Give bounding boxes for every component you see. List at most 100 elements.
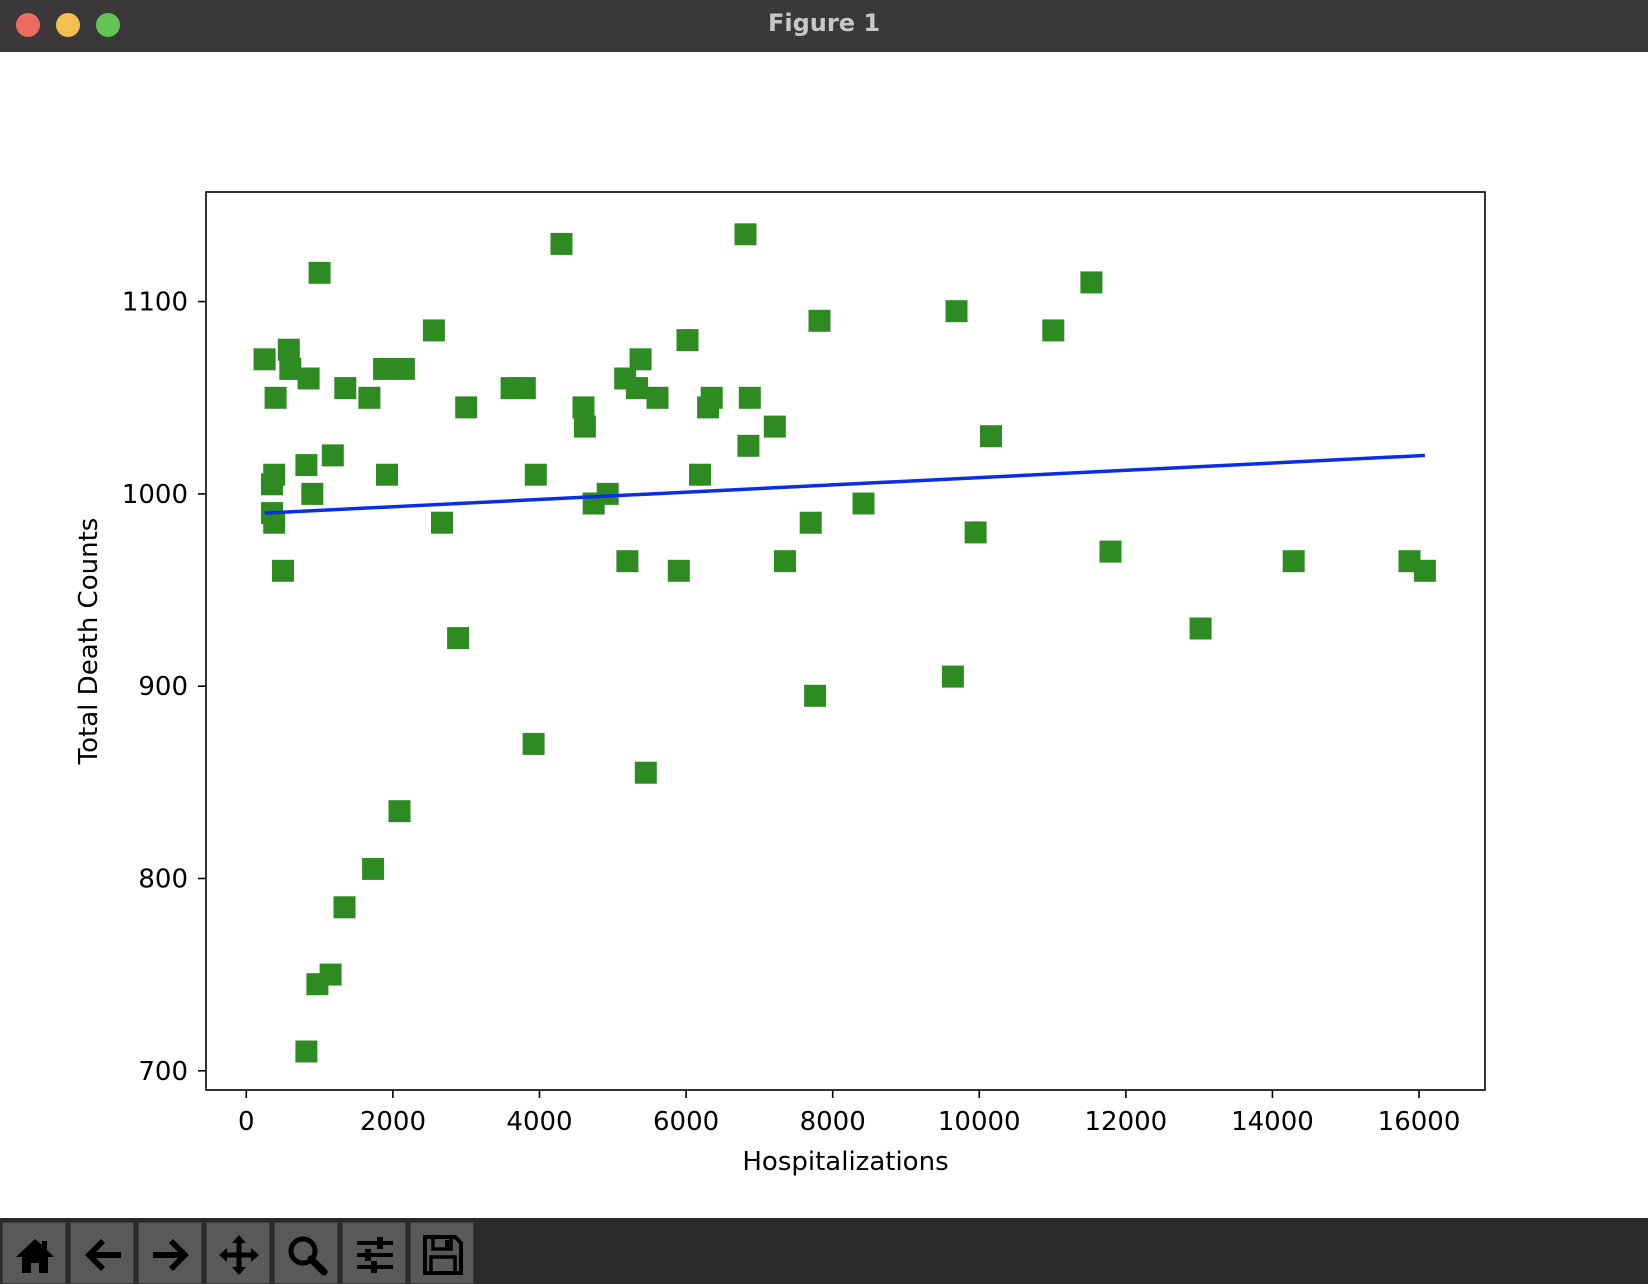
data-point — [629, 348, 652, 371]
data-point — [700, 386, 723, 409]
window-title: Figure 1 — [767, 9, 881, 37]
data-point — [455, 396, 478, 419]
data-point — [774, 550, 796, 573]
back-button[interactable] — [70, 1222, 134, 1284]
data-point — [626, 377, 648, 400]
home-icon — [16, 1239, 54, 1273]
data-point — [1189, 617, 1212, 640]
data-point — [513, 377, 536, 400]
scatter-chart: 0 2000 4000 6000 8000 10000 12000 14000 16000 700… — [74, 191, 1486, 1177]
back-arrow-icon — [85, 1239, 121, 1271]
navigation-toolbar — [0, 1218, 1648, 1284]
data-point — [964, 521, 987, 544]
data-point — [295, 1040, 318, 1063]
data-point — [321, 444, 344, 467]
data-point — [646, 386, 669, 409]
data-point — [524, 463, 547, 486]
figure-canvas[interactable]: 0 2000 4000 6000 8000 10000 12000 14000 16000 700… — [0, 52, 1648, 1218]
configure-subplots-icon — [357, 1237, 393, 1273]
data-point — [263, 463, 286, 486]
title-bar: Figure 1 — [0, 0, 1648, 53]
data-point — [941, 665, 964, 688]
data-point — [738, 386, 761, 409]
data-point — [572, 396, 595, 419]
y-axis-label: Total Death Counts — [74, 518, 104, 766]
plot-frame — [205, 191, 1486, 1091]
y-tick-label: 1100 — [122, 288, 188, 318]
data-point — [376, 463, 398, 486]
data-point — [980, 425, 1002, 448]
y-tick-label: 900 — [138, 672, 188, 702]
x-tick-label: 14000 — [1231, 1107, 1314, 1137]
data-point — [447, 627, 470, 650]
data-point — [297, 367, 320, 390]
zoom-button[interactable] — [274, 1222, 338, 1284]
data-point — [422, 319, 445, 342]
data-point — [362, 857, 385, 880]
data-point — [1413, 559, 1436, 582]
data-point — [264, 386, 287, 409]
forward-button[interactable] — [138, 1222, 202, 1284]
save-button[interactable] — [410, 1222, 474, 1284]
data-point — [616, 550, 639, 573]
x-axis-label: Hospitalizations — [742, 1147, 948, 1177]
data-point — [634, 761, 657, 784]
data-point — [1282, 550, 1305, 573]
y-tick-label: 800 — [138, 864, 188, 894]
forward-arrow-icon — [153, 1239, 189, 1271]
data-point — [1080, 271, 1103, 294]
data-point — [388, 800, 411, 823]
data-point — [295, 454, 318, 477]
y-tick-label: 1000 — [122, 480, 188, 510]
data-point — [333, 896, 356, 919]
close-window-button[interactable] — [16, 13, 40, 37]
fit-line — [264, 453, 1425, 515]
data-point — [277, 338, 300, 361]
data-point — [808, 309, 831, 332]
data-point — [737, 434, 760, 457]
zoom-icon — [288, 1236, 328, 1276]
x-tick-label: 8000 — [800, 1107, 866, 1137]
configure-subplots-button[interactable] — [342, 1222, 406, 1284]
data-point — [301, 482, 324, 505]
data-point — [279, 357, 302, 380]
data-point — [804, 684, 827, 707]
pan-button[interactable] — [206, 1222, 270, 1284]
x-tick-label: 6000 — [653, 1107, 719, 1137]
data-point — [945, 300, 968, 323]
save-icon — [423, 1235, 463, 1275]
x-tick-label: 2000 — [360, 1107, 426, 1137]
data-point — [272, 559, 294, 582]
data-point — [522, 732, 545, 755]
data-point — [431, 511, 453, 534]
home-button[interactable] — [2, 1222, 66, 1284]
maximize-window-button[interactable] — [96, 13, 120, 37]
pan-icon — [219, 1235, 259, 1275]
x-tick-label: 4000 — [506, 1107, 572, 1137]
data-point — [734, 223, 757, 246]
y-tick-label: 700 — [138, 1057, 188, 1087]
data-point — [689, 463, 711, 486]
data-point — [253, 348, 276, 371]
data-point — [392, 357, 415, 380]
data-point — [1099, 540, 1122, 563]
data-point — [550, 232, 573, 255]
x-tick-label: 12000 — [1084, 1107, 1167, 1137]
data-point — [334, 377, 357, 400]
data-point — [373, 357, 396, 380]
data-point — [676, 329, 699, 352]
minimize-window-button[interactable] — [56, 13, 80, 37]
data-point — [308, 261, 331, 284]
data-point — [667, 559, 690, 582]
data-point — [306, 973, 329, 996]
x-tick-label: 10000 — [938, 1107, 1021, 1137]
data-point — [358, 386, 381, 409]
data-point — [1042, 319, 1065, 342]
data-point — [763, 415, 786, 438]
data-point — [852, 492, 875, 515]
x-tick-label: 0 — [238, 1107, 255, 1137]
data-point — [799, 511, 822, 534]
data-point — [573, 415, 596, 438]
data-point — [596, 482, 619, 505]
